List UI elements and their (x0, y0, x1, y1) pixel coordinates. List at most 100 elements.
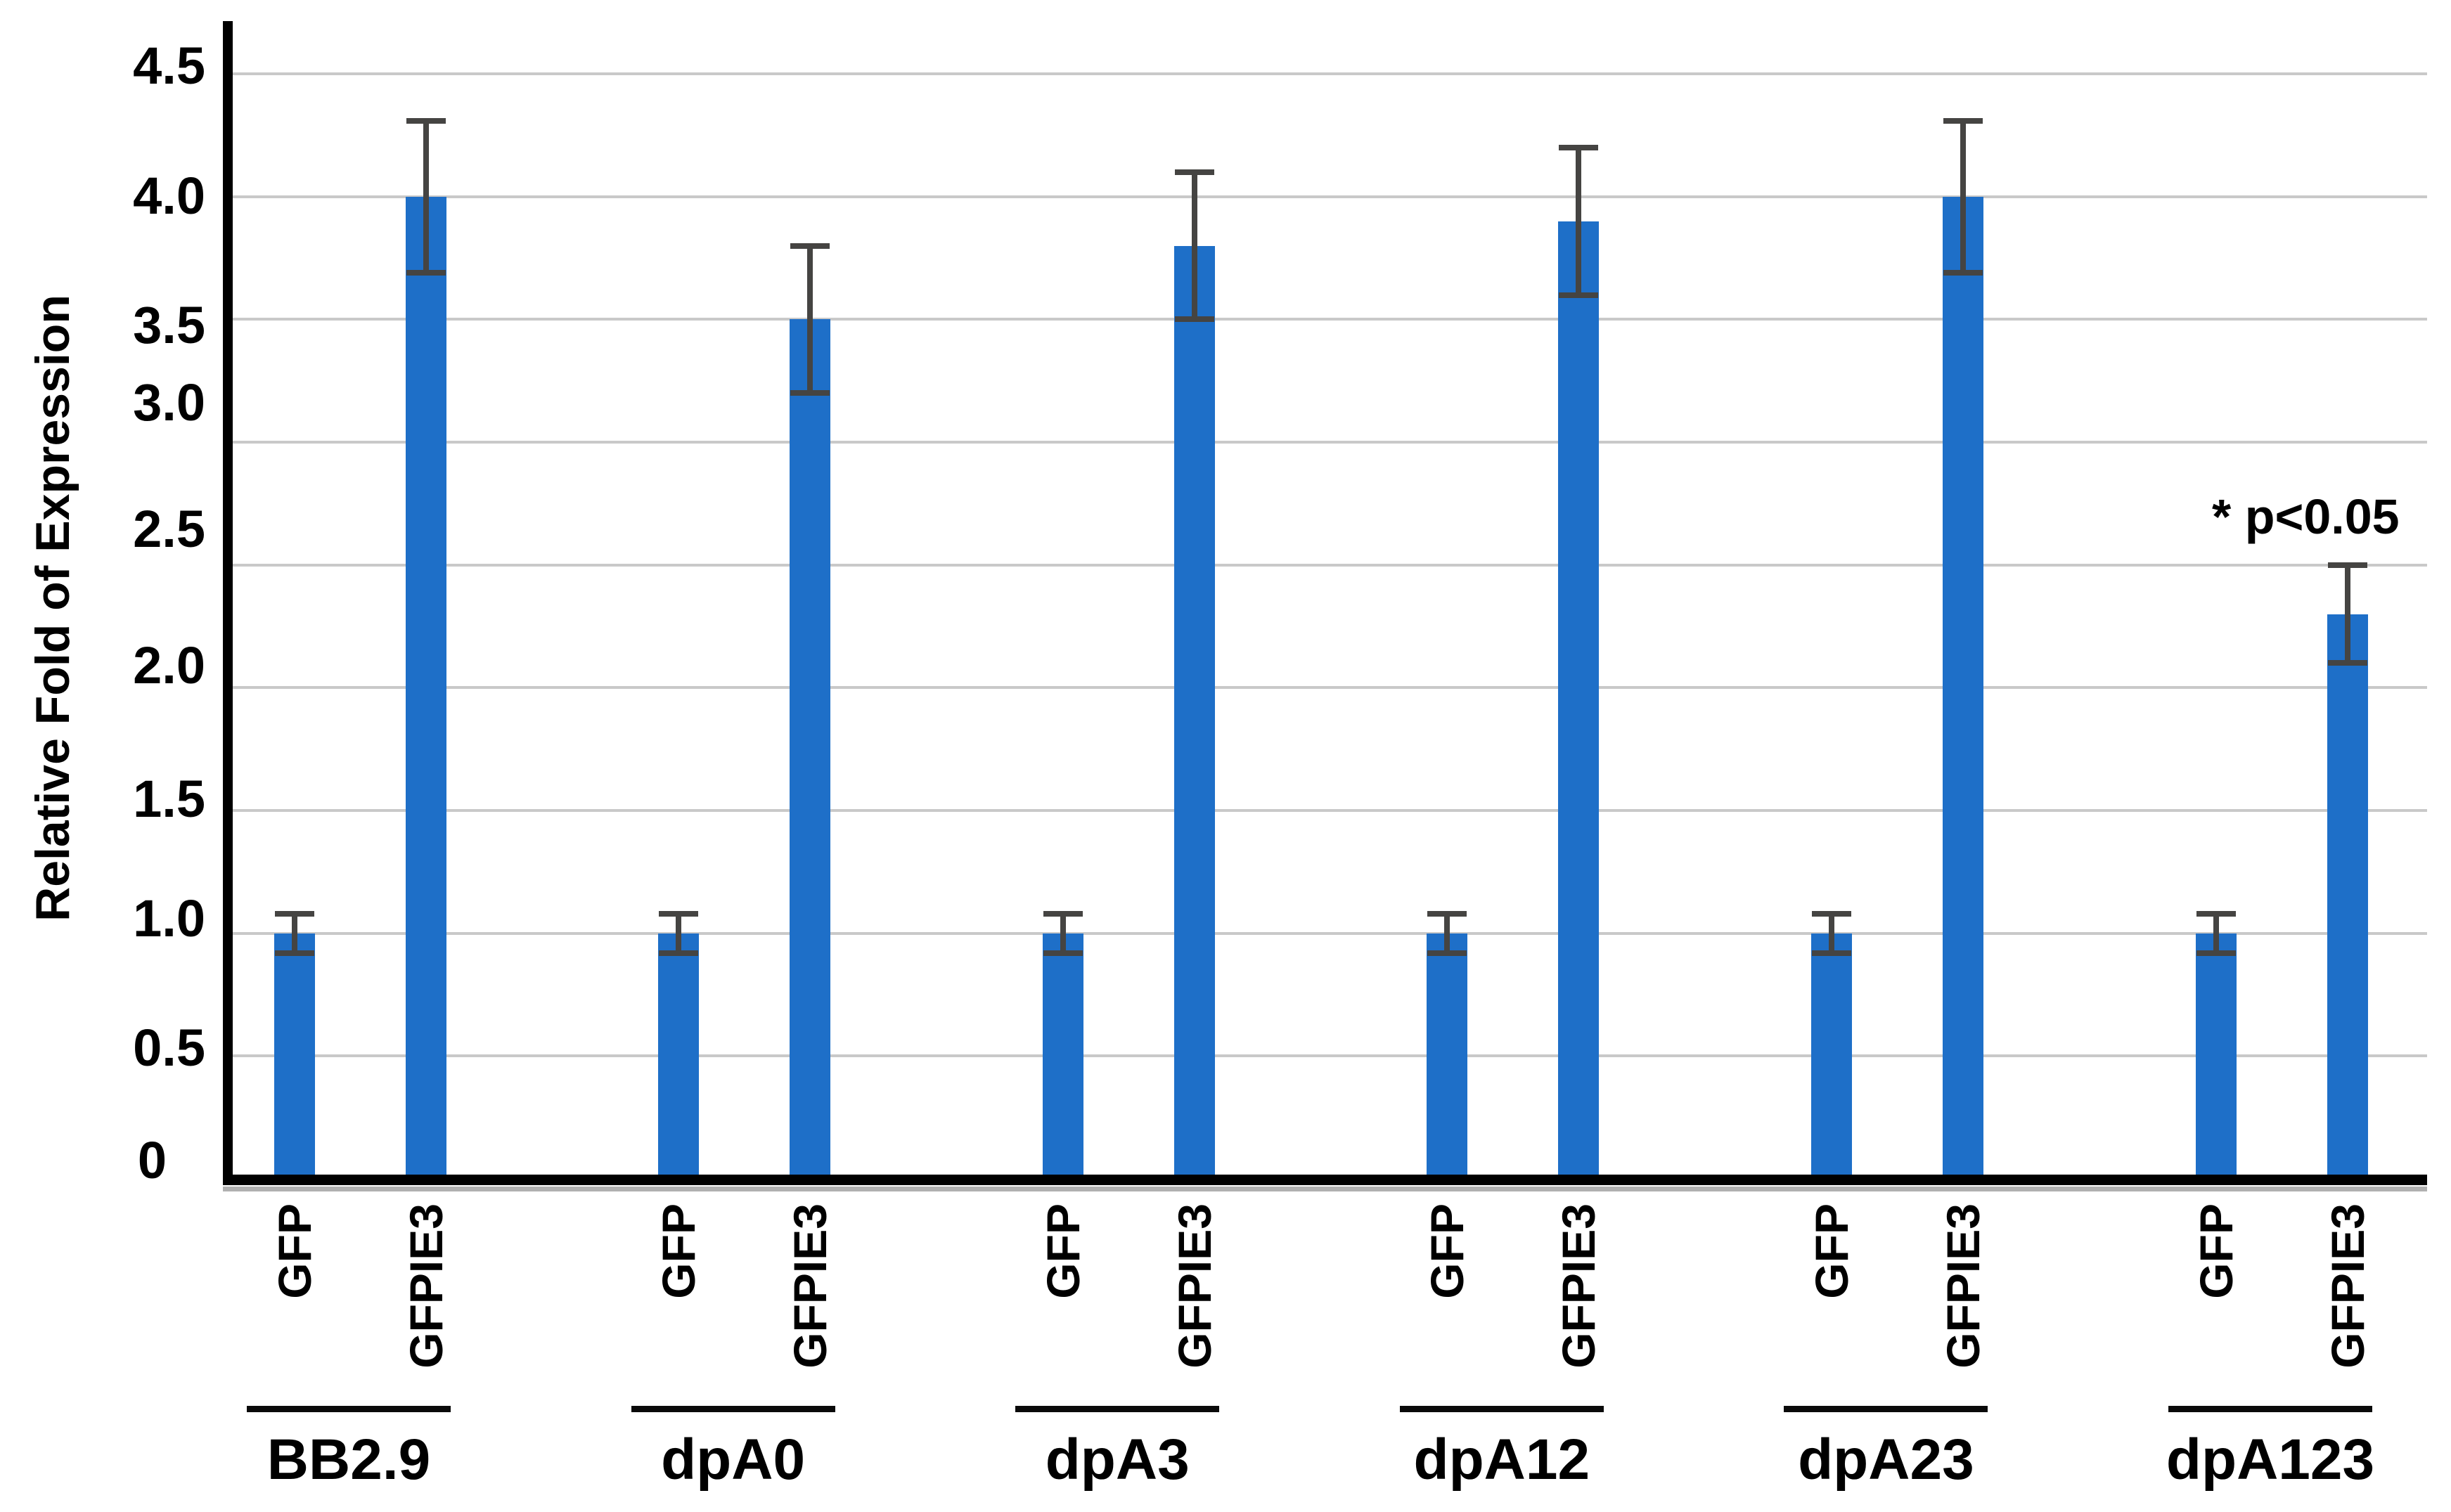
bar-gfp-dpa123 (2195, 933, 2237, 1179)
error-bar-cap-top (2327, 562, 2367, 568)
bar-label-gfp-dpa23: GFP (1806, 1203, 1904, 1299)
group-underline-bb2.9 (247, 1406, 451, 1412)
bar-label-gfpie3-dpa23: GFPIE3 (1937, 1203, 2105, 1369)
error-bar-line (291, 913, 297, 953)
error-bar-cap-top (659, 910, 699, 917)
error-bar-line (676, 913, 682, 953)
bar-label-text: GFPIE3 (1552, 1203, 1605, 1369)
bar-gfpie3-dpa0 (790, 319, 831, 1179)
bar-label-gfp-dpa123: GFP (2190, 1203, 2289, 1299)
x-axis-line (223, 1175, 2427, 1185)
error-bar-line (1060, 913, 1066, 953)
group-underline-dpa12 (1399, 1406, 1604, 1412)
error-bar-cap-bottom (1427, 950, 1467, 956)
error-bar-cap-bottom (1043, 950, 1083, 956)
bar-gfp-bb2.9 (274, 933, 315, 1179)
bar-label-gfpie3-dpa3: GFPIE3 (1169, 1203, 1337, 1369)
bar-label-gfp-dpa0: GFP (652, 1203, 751, 1299)
bar-label-text: GFPIE3 (784, 1203, 837, 1369)
bar-label-text: GFP (1421, 1203, 1474, 1299)
bar-label-text: GFP (1805, 1203, 1858, 1299)
bar-label-text: GFPIE3 (1936, 1203, 1989, 1369)
bar-label-gfpie3-bb2.9: GFPIE3 (400, 1203, 568, 1369)
bar-gfpie3-dpa12 (1558, 221, 1600, 1179)
bar-label-text: GFPIE3 (1168, 1203, 1221, 1369)
bar-label-text: GFP (1036, 1203, 1089, 1299)
bar-label-gfp-dpa3: GFP (1037, 1203, 1136, 1299)
group-label-dpa0: dpA0 (661, 1428, 806, 1492)
error-bar-cap-top (274, 910, 314, 917)
y-tick-label: 4.5 (133, 37, 205, 96)
error-bar-cap-top (1943, 117, 1983, 124)
error-bar-cap-bottom (1559, 292, 1599, 298)
error-bar-cap-bottom (2327, 660, 2367, 666)
error-bar-line (1444, 913, 1450, 953)
group-underline-dpa3 (1015, 1406, 1220, 1412)
error-bar-cap-top (2196, 910, 2236, 917)
error-bar-line (1828, 913, 1834, 953)
bar-label-text: GFP (2189, 1203, 2242, 1299)
bar-gfp-dpa12 (1427, 933, 1468, 1179)
bar-label-gfpie3-dpa0: GFPIE3 (784, 1203, 952, 1369)
error-bar-cap-bottom (2196, 950, 2236, 956)
error-bar-cap-bottom (274, 950, 314, 956)
error-bar-cap-bottom (1811, 950, 1851, 956)
bar-gfpie3-bb2.9 (405, 196, 446, 1179)
bar-gfp-dpa3 (1042, 933, 1083, 1179)
bar-label-gfpie3-dpa123: GFPIE3 (2322, 1203, 2451, 1369)
y-tick-label: 0 (137, 1131, 167, 1189)
gridline (223, 72, 2427, 76)
error-bar-cap-bottom (1174, 316, 1214, 323)
y-tick-label: 1.0 (133, 889, 205, 948)
error-bar-line (1191, 172, 1197, 320)
bar-label-text: GFPIE3 (2321, 1203, 2374, 1369)
bar-gfpie3-dpa23 (1942, 196, 1983, 1179)
x-axis-shadow-line (223, 1187, 2427, 1191)
bar-label-text: GFPIE3 (399, 1203, 452, 1369)
bar-label-text: GFP (268, 1203, 321, 1299)
gridline (223, 318, 2427, 321)
gridline (223, 195, 2427, 198)
error-bar-cap-top (1043, 910, 1083, 917)
error-bar-line (423, 120, 429, 273)
error-bar-line (1576, 147, 1582, 295)
bar-label-gfpie3-dpa12: GFPIE3 (1552, 1203, 1720, 1369)
gridline (223, 1054, 2427, 1058)
group-label-dpa123: dpA123 (2166, 1428, 2375, 1492)
group-underline-dpa23 (1784, 1406, 1988, 1412)
error-bar-cap-bottom (406, 270, 446, 276)
error-bar-cap-bottom (790, 390, 830, 396)
bar-gfp-dpa0 (658, 933, 700, 1179)
group-label-dpa23: dpA23 (1798, 1428, 1974, 1492)
group-underline-dpa123 (2168, 1406, 2372, 1412)
bar-gfpie3-dpa123 (2327, 614, 2368, 1179)
error-bar-line (2344, 564, 2350, 664)
bar-label-text: GFP (652, 1203, 705, 1299)
y-tick-label: 2.5 (133, 499, 205, 558)
group-label-dpa3: dpA3 (1045, 1428, 1190, 1492)
y-tick-label: 3.0 (133, 373, 205, 432)
group-underline-dpa0 (631, 1406, 835, 1412)
error-bar-cap-bottom (659, 950, 699, 956)
bar-label-gfp-bb2.9: GFP (269, 1203, 367, 1299)
group-label-dpa12: dpA12 (1413, 1428, 1590, 1492)
y-tick-label: 1.5 (133, 770, 205, 829)
y-tick-label: 2.0 (133, 636, 205, 695)
gridline (223, 931, 2427, 935)
error-bar-line (1960, 120, 1966, 273)
y-tick-label: 4.0 (133, 166, 205, 225)
y-axis-line (223, 21, 233, 1185)
error-bar-line (807, 245, 813, 394)
error-bar-cap-top (1559, 144, 1599, 150)
error-bar-cap-top (790, 243, 830, 249)
error-bar-cap-top (1811, 910, 1851, 917)
gridline (223, 686, 2427, 690)
error-bar-line (2213, 913, 2219, 953)
error-bar-cap-top (1174, 169, 1214, 175)
gridline (223, 809, 2427, 813)
y-tick-label: 0.5 (133, 1019, 205, 1078)
y-tick-label: 3.5 (133, 296, 205, 355)
bar-gfpie3-dpa3 (1173, 245, 1215, 1179)
error-bar-cap-top (1427, 910, 1467, 917)
